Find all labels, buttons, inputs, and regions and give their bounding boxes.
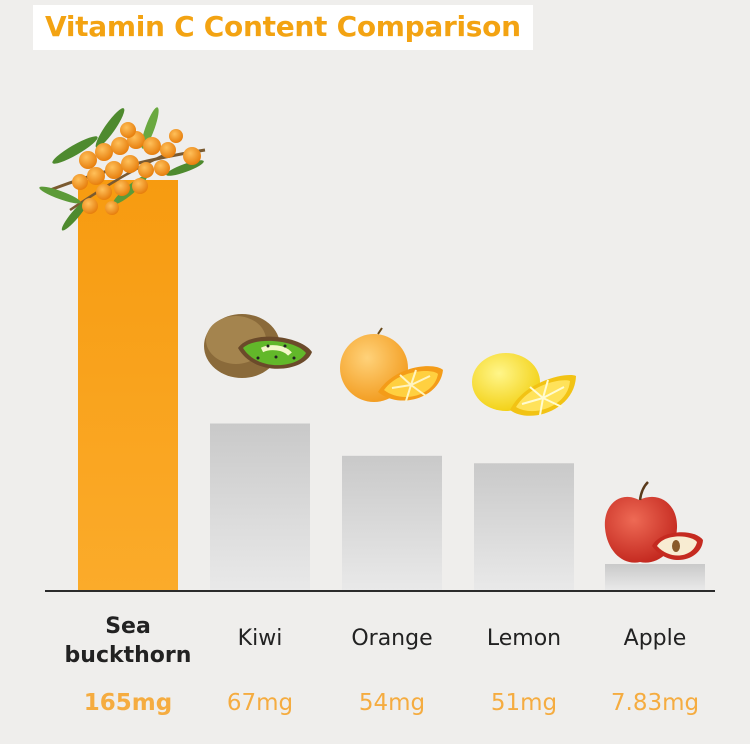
category-label-apple: Apple [624,626,687,651]
bar-kiwi [210,423,310,590]
orange-icon [340,327,443,402]
value-label-apple: 7.83mg [611,690,699,716]
bar-apple [605,564,705,590]
chart-title: Vitamin C Content Comparison [45,10,521,43]
category-label-sea-buckthorn: Sea buckthorn [65,614,192,668]
value-label-sea-buckthorn: 165mg [84,690,172,716]
bar-lemon [474,463,574,590]
value-label-lemon: 51mg [491,690,557,716]
bar-sea-buckthorn [78,180,178,590]
chart-title-box: Vitamin C Content Comparison [33,5,533,50]
apple-icon [604,481,703,563]
value-label-kiwi: 67mg [227,690,293,716]
sea-buckthorn-icon [39,107,206,231]
category-label-lemon: Lemon [487,626,561,651]
category-label-kiwi: Kiwi [238,626,283,651]
value-label-orange: 54mg [359,690,425,716]
lemon-icon [472,353,576,416]
kiwi-icon [204,314,312,378]
bar-orange [342,455,442,590]
category-label-orange: Orange [351,626,432,651]
